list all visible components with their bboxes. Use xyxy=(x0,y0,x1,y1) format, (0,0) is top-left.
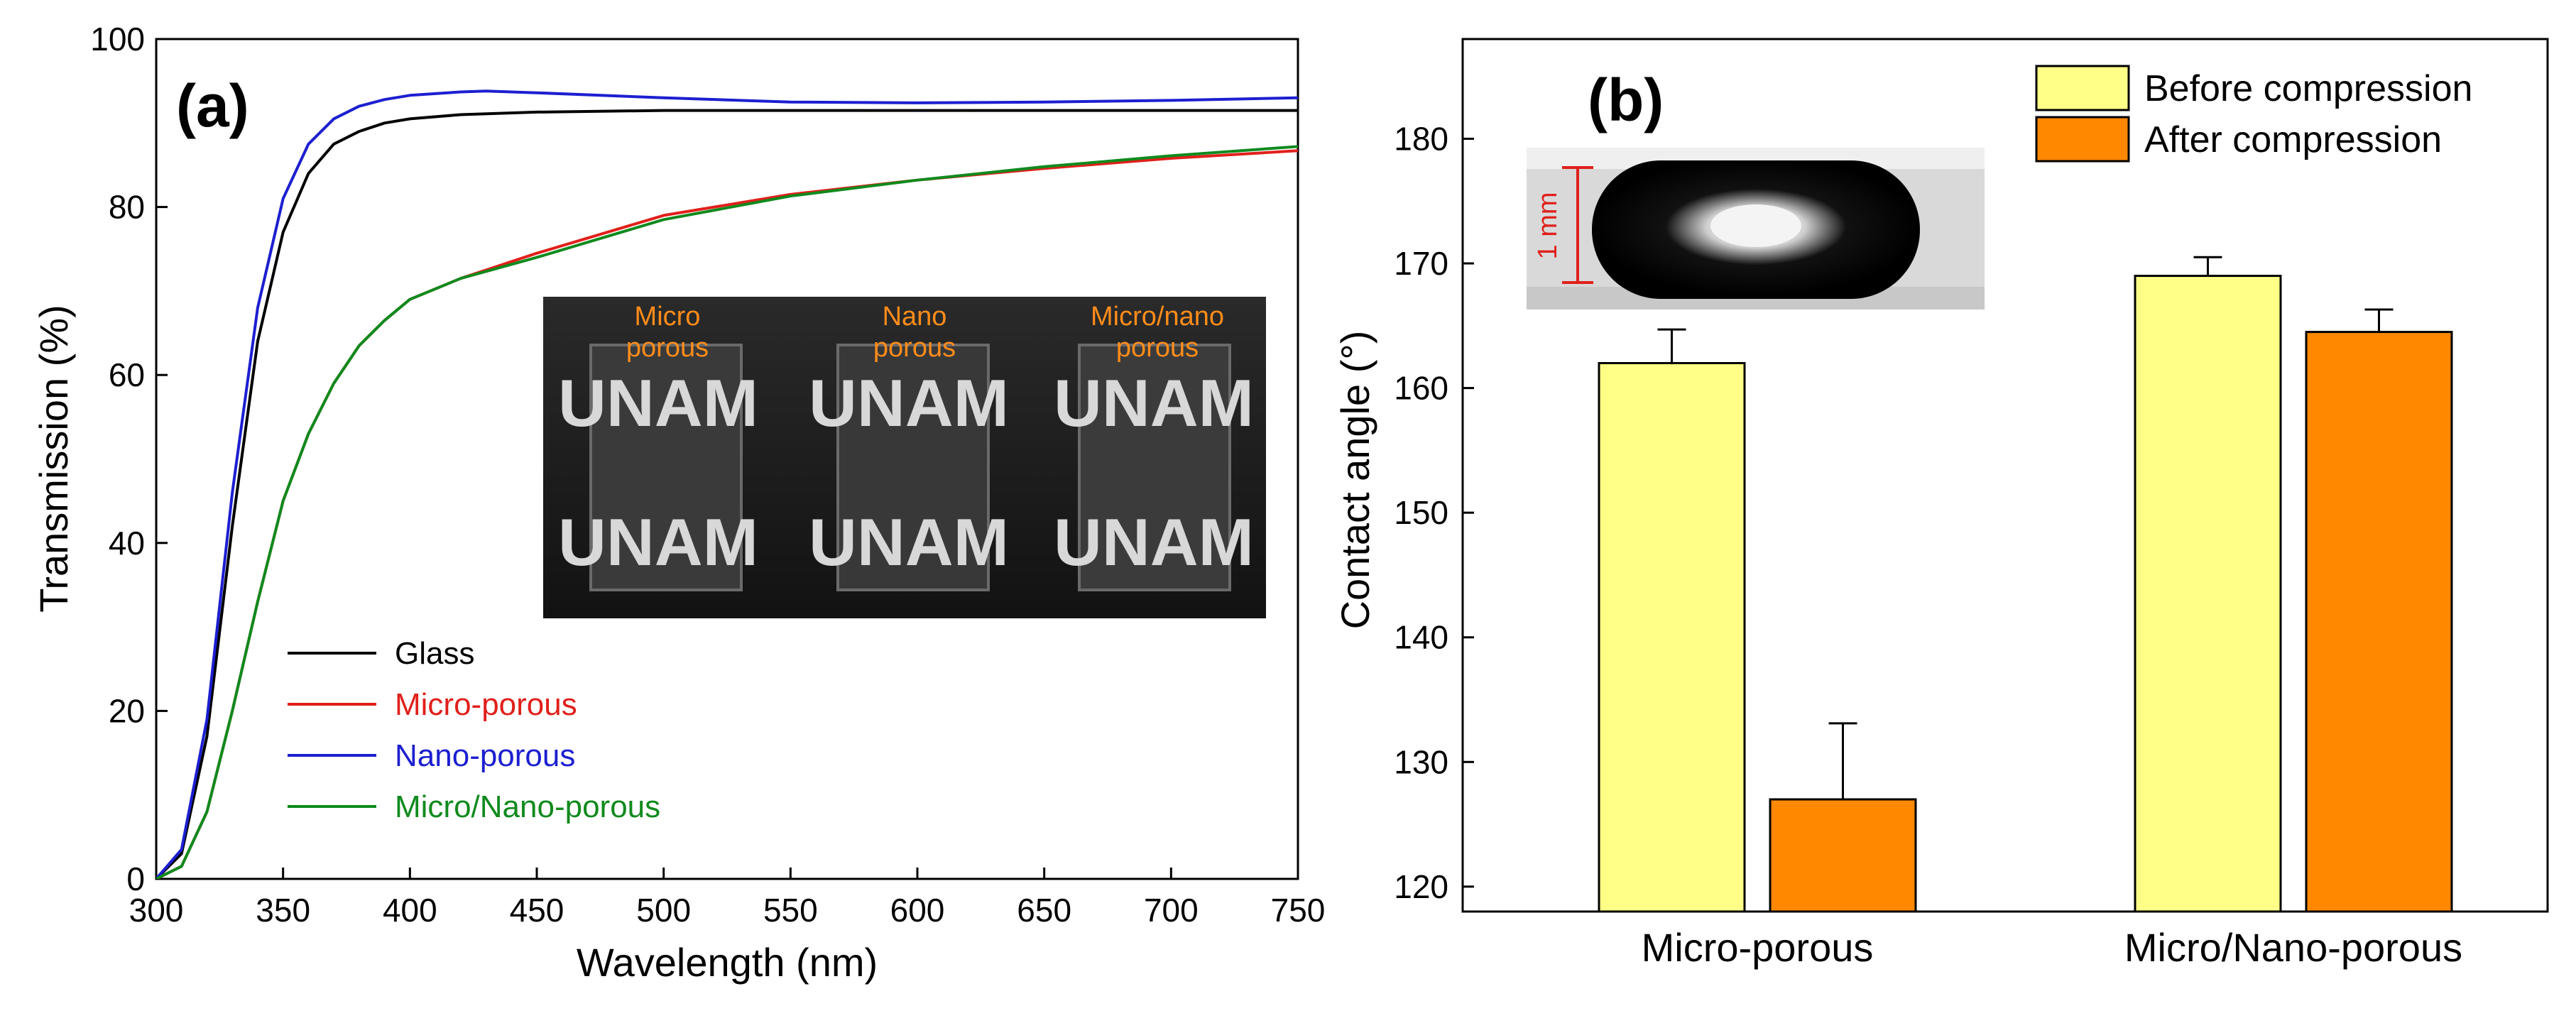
panel-b-droplet-inset: 1 mm xyxy=(1527,148,1985,310)
panel-b-bars xyxy=(1598,256,2453,913)
a-y-tick-label: 20 xyxy=(109,692,145,729)
panel-b-x-axis: Micro-porous Micro/Nano-porous xyxy=(1642,925,2462,970)
bar-micro-nano-porous-after-compression xyxy=(2305,331,2453,913)
scale-bar-label: 1 mm xyxy=(1533,192,1563,260)
panel-b-contact-angle-chart: 120 130 140 150 160 170 180 Micro-porous Micro/… xyxy=(1333,38,2549,970)
photo-word-4: UNAM xyxy=(558,505,758,579)
bar-micro-nano-porous-before-compression xyxy=(2134,275,2282,913)
series-line-glass xyxy=(156,109,1298,879)
a-x-tick-label: 750 xyxy=(1271,892,1326,929)
a-x-tick-label: 500 xyxy=(636,892,691,929)
photo-label-micro-nano-porous: Micro/nano porous xyxy=(1091,302,1224,363)
legend-label-micro-porous: Micro-porous xyxy=(395,687,577,722)
photo-label-micro-porous: Micro porous xyxy=(626,302,709,363)
b-y-tick-label: 120 xyxy=(1394,868,1448,905)
panel-a-y-axis: 0 20 40 60 80 100 xyxy=(90,21,168,897)
panel-a-series-lines xyxy=(156,89,1298,879)
a-x-tick-label: 300 xyxy=(129,892,184,929)
photo-label-nano-porous: Nano porous xyxy=(873,302,956,363)
a-x-tick-label: 650 xyxy=(1017,892,1071,929)
a-y-tick-label: 40 xyxy=(109,525,145,562)
b-y-tick-label: 140 xyxy=(1394,619,1448,656)
panel-a-label: (a) xyxy=(176,72,249,139)
photo-word-5: UNAM xyxy=(809,505,1009,579)
category-label-micro-porous: Micro-porous xyxy=(1642,925,1874,970)
a-x-tick-label: 550 xyxy=(763,892,818,929)
a-x-tick-label: 700 xyxy=(1144,892,1199,929)
panel-a-legend: Glass Micro-porous Nano-porous Micro/Nan… xyxy=(288,636,660,824)
a-y-tick-label: 0 xyxy=(126,860,145,897)
a-y-tick-label: 80 xyxy=(109,189,145,226)
panel-b-y-axis: 120 130 140 150 160 170 180 xyxy=(1394,120,1474,905)
b-y-tick-label: 130 xyxy=(1394,743,1448,780)
b-y-tick-label: 160 xyxy=(1394,370,1448,407)
a-y-tick-label: 60 xyxy=(109,356,145,393)
category-label-micro-nano-porous: Micro/Nano-porous xyxy=(2124,925,2462,970)
photo-word-1: UNAM xyxy=(558,366,758,440)
legend-label-micro-nano-porous: Micro/Nano-porous xyxy=(395,789,660,824)
panel-b-label: (b) xyxy=(1588,67,1664,133)
a-x-tick-label: 450 xyxy=(510,892,564,929)
photo-word-3: UNAM xyxy=(1054,366,1254,440)
a-x-tick-label: 600 xyxy=(890,892,945,929)
b-y-tick-label: 150 xyxy=(1394,494,1448,531)
legend-label-nano-porous: Nano-porous xyxy=(395,738,575,773)
panel-a-x-axis-label: Wavelength (nm) xyxy=(577,940,878,985)
photo-word-6: UNAM xyxy=(1054,505,1254,579)
series-line-nano-porous xyxy=(156,89,1298,879)
a-x-tick-label: 400 xyxy=(383,892,437,929)
legend-label-after-compression: After compression xyxy=(2144,119,2442,160)
bar-micro-porous-after-compression xyxy=(1769,798,1917,913)
a-y-tick-label: 100 xyxy=(90,21,145,58)
b-y-tick-label: 170 xyxy=(1394,245,1448,282)
panel-b-y-axis-label: Contact angle (°) xyxy=(1333,331,1377,630)
photo-word-2: UNAM xyxy=(809,366,1009,440)
bar-micro-porous-before-compression xyxy=(1598,361,1746,913)
panel-b-legend: Before compression After compression xyxy=(2035,65,2472,163)
legend-swatch-after-compression xyxy=(2035,116,2130,163)
legend-label-before-compression: Before compression xyxy=(2144,68,2472,109)
panel-a-transmission-chart: 300 350 400 450 500 550 600 650 700 750 0 20 40 60 80… xyxy=(31,21,1325,985)
b-y-tick-label: 180 xyxy=(1394,120,1448,157)
panel-a-inset-photo: Micro porous Nano porous Micro/nano porous … xyxy=(543,297,1266,618)
a-x-tick-label: 350 xyxy=(256,892,310,929)
legend-swatch-before-compression xyxy=(2035,65,2130,111)
legend-label-glass: Glass xyxy=(395,636,474,671)
series-line-micro-nano-porous xyxy=(156,145,1298,879)
panel-a-y-axis-label: Transmission (%) xyxy=(31,305,76,613)
panel-a-x-axis: 300 350 400 450 500 550 600 650 700 750 xyxy=(129,868,1326,929)
